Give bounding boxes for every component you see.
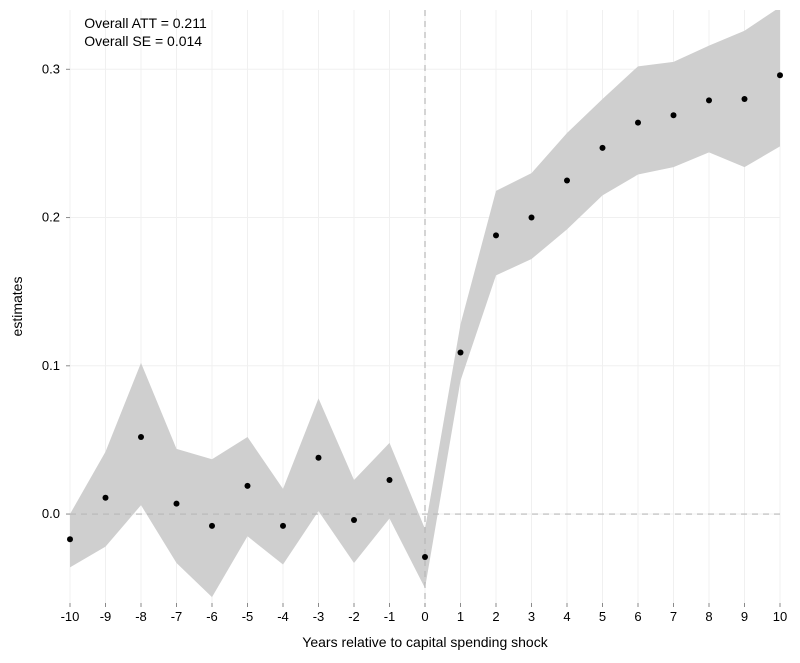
x-axis-label: Years relative to capital spending shock: [302, 634, 548, 650]
x-tick-label: 6: [634, 609, 641, 624]
x-tick-label: -6: [206, 609, 218, 624]
data-point: [635, 120, 641, 126]
x-tick-label: 0: [421, 609, 428, 624]
data-point: [209, 523, 215, 529]
data-point: [706, 97, 712, 103]
data-point: [103, 495, 109, 501]
data-point: [422, 554, 428, 560]
data-point: [600, 145, 606, 151]
annotation-att: Overall ATT = 0.211: [84, 15, 207, 31]
x-tick-label: 1: [457, 609, 464, 624]
x-tick-label: -5: [242, 609, 254, 624]
x-tick-label: 2: [492, 609, 499, 624]
x-tick-label: 7: [670, 609, 677, 624]
data-point: [458, 349, 464, 355]
data-point: [777, 72, 783, 78]
x-tick-label: -3: [313, 609, 325, 624]
y-tick-label: 0.3: [42, 61, 60, 76]
data-point: [351, 517, 357, 523]
data-point: [387, 477, 393, 483]
x-tick-label: -2: [348, 609, 360, 624]
y-tick-label: 0.1: [42, 358, 60, 373]
y-tick-label: 0.2: [42, 210, 60, 225]
data-point: [174, 501, 180, 507]
x-tick-label: 5: [599, 609, 606, 624]
event-study-chart: -10-9-8-7-6-5-4-3-2-10123456789100.00.10…: [0, 0, 800, 663]
data-point: [316, 455, 322, 461]
data-point: [564, 177, 570, 183]
plot-svg: -10-9-8-7-6-5-4-3-2-10123456789100.00.10…: [0, 0, 800, 663]
x-tick-label: -10: [61, 609, 80, 624]
data-point: [529, 215, 535, 221]
data-point: [280, 523, 286, 529]
data-point: [493, 232, 499, 238]
y-tick-label: 0.0: [42, 506, 60, 521]
data-point: [245, 483, 251, 489]
x-tick-label: 10: [773, 609, 787, 624]
x-tick-label: 8: [705, 609, 712, 624]
annotation-se: Overall SE = 0.014: [84, 33, 202, 49]
x-tick-label: -9: [100, 609, 112, 624]
data-point: [742, 96, 748, 102]
data-point: [138, 434, 144, 440]
x-tick-label: 9: [741, 609, 748, 624]
data-point: [67, 536, 73, 542]
x-tick-label: 4: [563, 609, 570, 624]
x-tick-label: -8: [135, 609, 147, 624]
x-tick-label: -7: [171, 609, 183, 624]
x-tick-label: -4: [277, 609, 289, 624]
data-point: [671, 112, 677, 118]
x-tick-label: 3: [528, 609, 535, 624]
x-tick-label: -1: [384, 609, 396, 624]
y-axis-label: estimates: [9, 277, 25, 337]
